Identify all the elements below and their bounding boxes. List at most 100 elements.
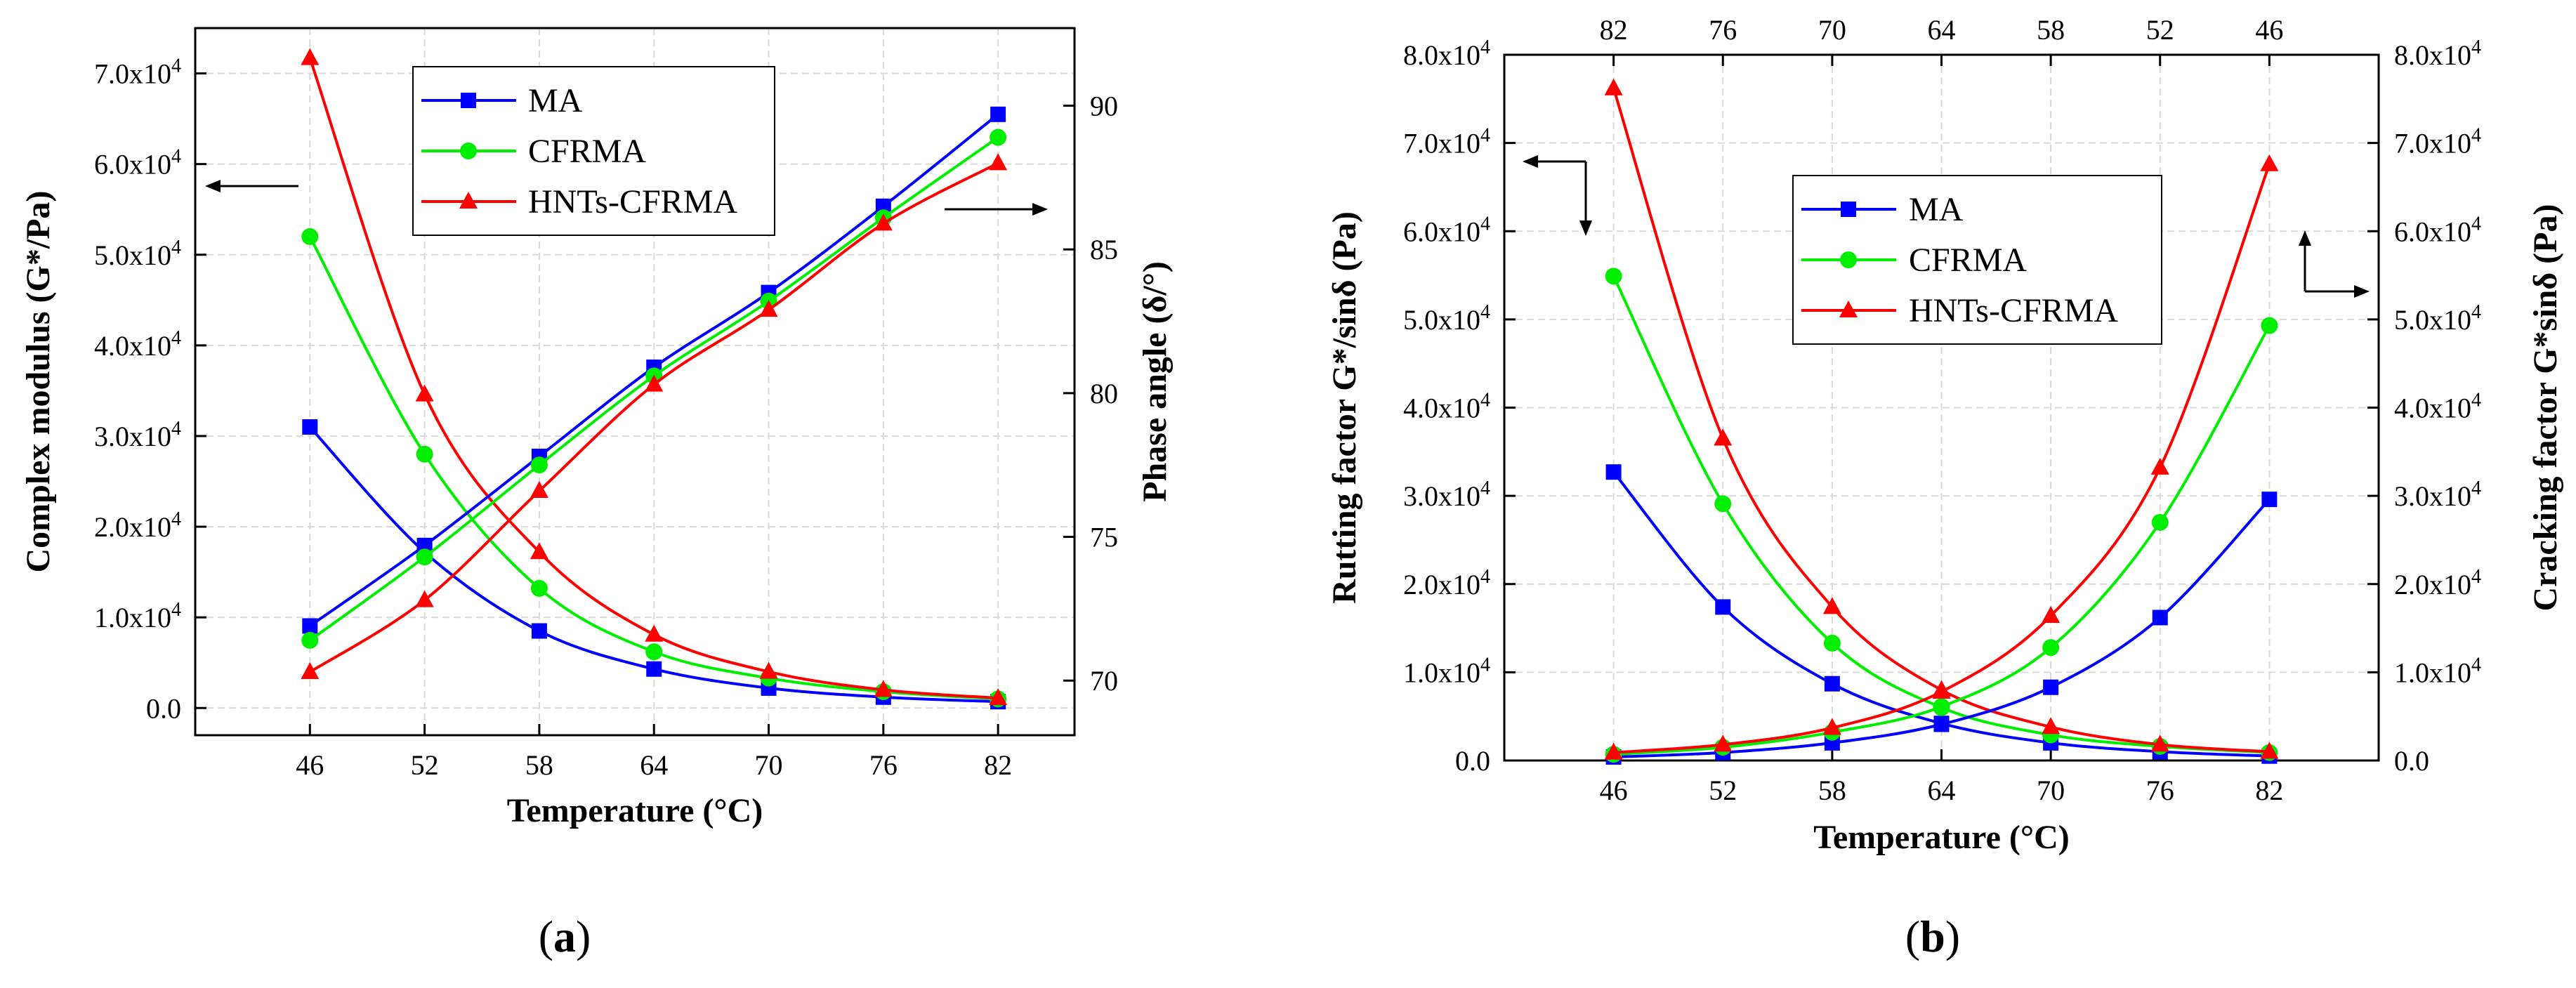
legend-marker [1839, 301, 1858, 317]
data-point-hnts-cfrma [1604, 742, 1623, 760]
data-point-cfrma [2261, 317, 2278, 334]
data-point-cfrma [1605, 268, 1622, 285]
y-right-axis-title: Cracking factor G*sinδ (Pa) [2527, 204, 2564, 612]
y-left-tick-label: 4.0x104 [94, 327, 181, 362]
y-right-axis-title: Phase angle (δ/°) [1136, 261, 1174, 502]
y-right-tick-label: 4.0x104 [2394, 390, 2481, 424]
data-point-cfrma [2151, 513, 2169, 531]
data-point-hnts-cfrma [645, 374, 664, 392]
y-left-tick-label: 3.0x104 [94, 418, 181, 452]
data-point-cfrma [301, 631, 319, 649]
x-tick-label: 46 [1600, 775, 1628, 806]
y-left-tick-label: 4.0x104 [1403, 390, 1490, 424]
data-point-hnts-cfrma [2150, 735, 2169, 752]
x-tick-label: 76 [2146, 775, 2174, 806]
x-tick-label: 46 [296, 749, 324, 781]
data-point-ma [1824, 676, 1840, 692]
x-tick-label: 58 [525, 749, 553, 781]
y-right-tick-label: 75 [1090, 522, 1118, 553]
right-axis-arrow-head [1032, 203, 1048, 216]
y-left-tick-label: 0.0 [146, 692, 181, 724]
data-point-ma [1933, 716, 1950, 732]
right-axis-arrow-head [2299, 230, 2311, 246]
left-axis-arrow-head [1579, 220, 1592, 236]
data-point-hnts-cfrma [645, 624, 664, 642]
y-left-tick-label: 2.0x104 [94, 508, 181, 543]
data-point-ma [2261, 492, 2278, 508]
legend-label: HNTs-CFRMA [528, 183, 737, 220]
legend: MA CFRMA HNTs-CFRMA [1792, 175, 2162, 345]
legend-marker [1840, 251, 1857, 268]
y-right-tick-label: 6.0x104 [2394, 213, 2481, 247]
legend-label: HNTs-CFRMA [1909, 292, 2118, 329]
data-point-cfrma [530, 456, 548, 474]
x-top-tick-label: 82 [1600, 14, 1628, 46]
legend-marker [1841, 202, 1856, 217]
data-point-hnts-cfrma [1714, 735, 1733, 752]
x-tick-label: 64 [640, 749, 668, 781]
legend-marker [461, 93, 476, 108]
data-point-hnts-cfrma [1714, 428, 1733, 446]
legend-label: MA [528, 82, 583, 119]
y-right-tick-label: 80 [1090, 378, 1118, 409]
data-point-hnts-cfrma [759, 661, 778, 679]
y-right-tick-label: 70 [1090, 665, 1118, 697]
y-left-tick-label: 8.0x104 [1403, 37, 1490, 71]
data-point-ma [302, 618, 318, 634]
y-right-tick-label: 0.0 [2394, 745, 2429, 777]
panel-label-a: (a) [539, 911, 591, 961]
data-point-hnts-cfrma [874, 213, 893, 231]
x-tick-label: 52 [1709, 775, 1737, 806]
data-point-hnts-cfrma [2260, 154, 2279, 171]
y-left-tick-label: 1.0x104 [1403, 654, 1490, 688]
y-right-tick-label: 5.0x104 [2394, 301, 2481, 336]
data-point-cfrma [1823, 634, 1841, 652]
x-tick-label: 82 [2255, 775, 2283, 806]
x-tick-label: 70 [2037, 775, 2065, 806]
panel-label-b: (b) [1905, 911, 1960, 961]
series-line-hnts-cfrma-left [308, 57, 999, 700]
x-tick-label: 70 [755, 749, 783, 781]
data-point-hnts-cfrma [1932, 682, 1951, 699]
y-right-tick-label: 85 [1090, 234, 1118, 265]
data-point-hnts-cfrma [1822, 718, 1841, 735]
left-axis-arrow-head [205, 180, 221, 192]
y-right-tick-label: 2.0x104 [2394, 566, 2481, 600]
data-point-hnts-cfrma [759, 300, 778, 317]
y-left-tick-label: 6.0x104 [1403, 213, 1490, 247]
y-left-tick-label: 6.0x104 [94, 146, 181, 180]
y-left-tick-label: 3.0x104 [1403, 477, 1490, 512]
y-right-tick-label: 3.0x104 [2394, 477, 2481, 512]
data-point-hnts-cfrma [301, 661, 320, 679]
data-point-cfrma [645, 643, 663, 661]
data-point-hnts-cfrma [301, 48, 320, 65]
y-left-tick-label: 7.0x104 [94, 55, 181, 90]
y-right-tick-label: 8.0x104 [2394, 37, 2481, 71]
data-point-hnts-cfrma [530, 481, 548, 499]
x-top-tick-label: 64 [1928, 14, 1956, 46]
chart-panel-a: 46 52 58 64 70 76 82 0.0 1.0x104 2.0x104 3.0x104 4.… [20, 27, 1174, 961]
y-left-axis-title: Rutting factor G*/sinδ (Pa) [1326, 211, 1363, 604]
data-point-ma [302, 419, 318, 435]
data-point-cfrma [990, 129, 1007, 146]
y-left-tick-label: 7.0x104 [1403, 125, 1490, 159]
data-point-hnts-cfrma [2042, 717, 2061, 735]
legend-label: CFRMA [1909, 242, 2027, 279]
data-point-hnts-cfrma [989, 153, 1008, 171]
data-point-cfrma [416, 548, 433, 566]
x-tick-label: 64 [1928, 775, 1956, 806]
x-axis-title: Temperature (°C) [507, 792, 763, 829]
y-left-axis-title: Complex modulus (G*/Pa) [20, 190, 57, 572]
plot-frame [194, 27, 1076, 737]
data-point-hnts-cfrma [2042, 605, 2061, 623]
series-line-hnts-cfrma-left [1612, 88, 2270, 753]
data-point-ma [1715, 599, 1731, 615]
y-left-tick-label: 0.0 [1455, 745, 1490, 777]
series-line-hnts-cfrma-right [1613, 164, 2271, 754]
chart-panel-b: 46 52 58 64 70 76 82 82 76 70 64 58 52 46 0.0 0.0 1.0x10… [1326, 14, 2564, 961]
left-axis-arrow-head [1523, 155, 1538, 168]
x-axis-title: Temperature (°C) [1813, 819, 2069, 856]
y-left-tick-label: 5.0x104 [1403, 301, 1490, 336]
data-point-ma [416, 537, 433, 553]
data-point-ma [2152, 610, 2168, 626]
